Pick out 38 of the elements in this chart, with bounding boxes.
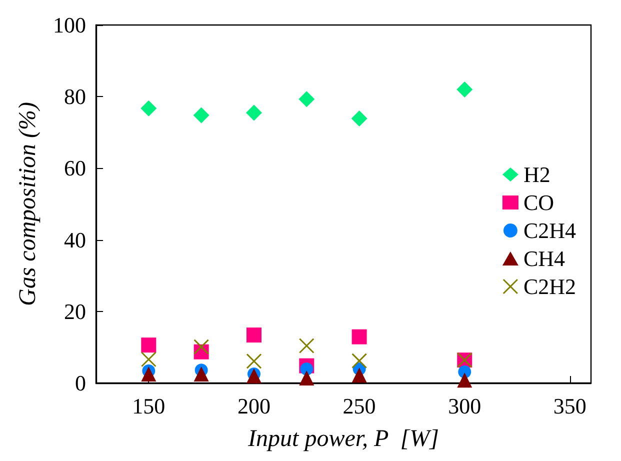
y-tick-label: 60 <box>64 156 86 181</box>
x-tick-label: 250 <box>342 394 376 418</box>
legend-label: CH4 <box>523 246 565 271</box>
y-tick-label: 80 <box>64 84 86 110</box>
point <box>193 107 210 124</box>
y-tick-label: 40 <box>64 227 86 252</box>
point <box>352 368 367 383</box>
legend-label: H2 <box>523 162 550 187</box>
point <box>457 372 472 388</box>
point <box>246 353 262 369</box>
x-tick-label: 300 <box>448 394 482 418</box>
point <box>140 352 156 368</box>
point <box>298 338 314 354</box>
point <box>352 353 368 369</box>
legend-label: CO <box>523 190 554 215</box>
point <box>300 362 314 376</box>
y-tick-label: 0 <box>75 370 86 396</box>
point <box>352 329 367 344</box>
point <box>246 328 262 343</box>
y-tick-label: 100 <box>53 12 86 38</box>
point <box>141 338 156 353</box>
point <box>298 91 315 108</box>
x-axis-title: Input power, P [W] <box>247 426 439 452</box>
y-axis-title: Gas composition (%) <box>15 102 41 306</box>
point <box>299 370 314 386</box>
point <box>456 81 473 98</box>
legend-label: C2H4 <box>523 218 576 243</box>
point <box>141 366 156 382</box>
legend-label: C2H2 <box>523 274 576 299</box>
point <box>140 100 157 116</box>
point <box>246 104 262 121</box>
y-tick-label: 20 <box>64 298 86 324</box>
x-tick-label: 350 <box>553 394 586 418</box>
x-tick-label: 200 <box>237 394 270 418</box>
point <box>194 339 210 355</box>
point <box>351 110 368 126</box>
point <box>194 366 209 382</box>
x-tick-label: 150 <box>132 394 166 418</box>
